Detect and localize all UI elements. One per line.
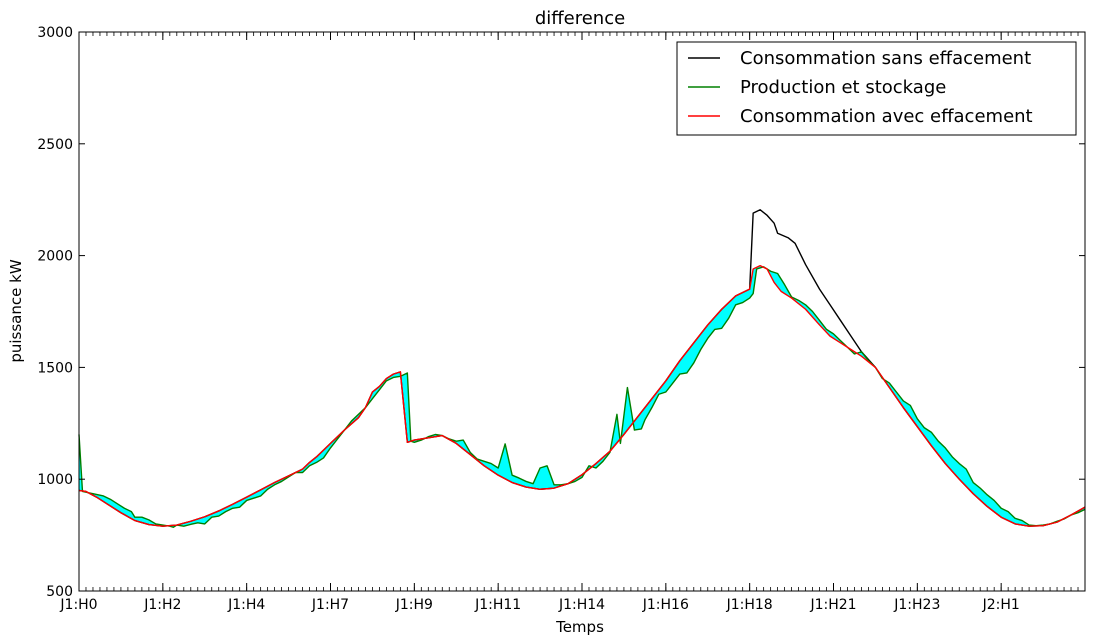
x-tick-label: J1:H0 (59, 597, 97, 613)
x-tick-label: J1:H7 (311, 597, 349, 613)
y-tick-label: 2500 (37, 137, 73, 153)
y-tick-label: 1000 (37, 472, 73, 488)
y-tick-label: 2000 (37, 249, 73, 265)
fill-between-area (79, 265, 1085, 528)
legend-entry: Production et stockage (740, 77, 946, 98)
x-axis-label: Temps (555, 618, 604, 636)
y-axis-label: puissance kW (7, 259, 25, 362)
x-tick-label: J1:H11 (474, 597, 521, 613)
series-line-3 (78, 264, 1086, 527)
fill-area-group (79, 265, 1085, 528)
series-line-2 (78, 266, 1086, 528)
legend-entry: Consommation avec effacement (740, 106, 1033, 127)
legend: Consommation sans effacement Production e… (676, 41, 1077, 136)
tick-group: 500 1000 1500 2000 2500 3000 J1:H0 J1:H2 J1:H4 J1… (37, 25, 1086, 613)
y-tick-label: 3000 (37, 25, 73, 41)
x-tick-label: J2:H1 (982, 597, 1020, 613)
y-tick-label: 1500 (37, 360, 73, 376)
x-tick-label: J1:H2 (143, 597, 181, 613)
series-group (78, 209, 1086, 528)
x-tick-label: J1:H21 (809, 597, 856, 613)
y-tick-label: 500 (46, 584, 73, 600)
x-tick-label: J1:H16 (642, 597, 689, 613)
x-tick-label: J1:H23 (893, 597, 940, 613)
x-tick-label: J1:H14 (558, 597, 605, 613)
chart-title: difference (535, 8, 625, 29)
legend-entry: Consommation sans effacement (740, 48, 1031, 69)
x-tick-label: J1:H4 (227, 597, 265, 613)
legend-box (676, 41, 1077, 136)
series-line-1 (78, 209, 1086, 527)
x-tick-label: J1:H9 (395, 597, 433, 613)
x-tick-label: J1:H18 (726, 597, 773, 613)
